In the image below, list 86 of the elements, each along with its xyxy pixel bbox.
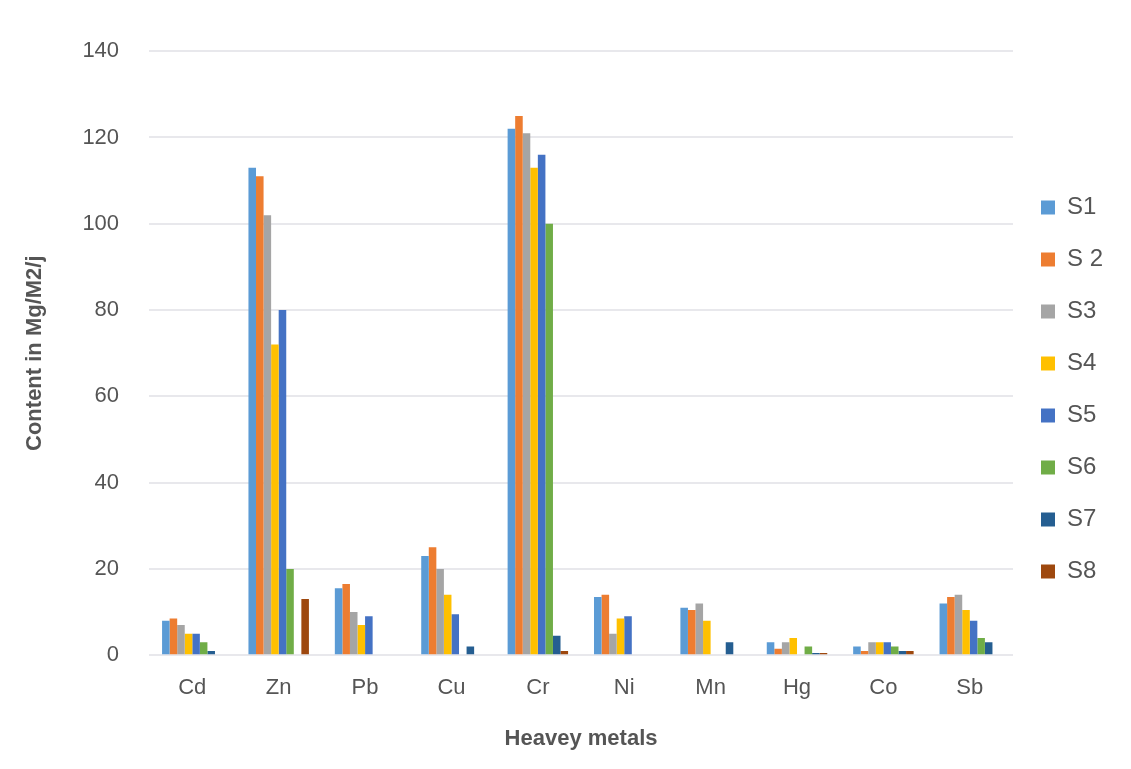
legend-label: S3 [1066,296,1097,324]
bar [947,596,955,655]
x-tick-label: Co [869,674,898,700]
y-axis-title: Content in Mg/M2/j [21,255,47,451]
y-tick-label: 140 [82,37,120,63]
y-tick-label: 40 [94,468,120,494]
y-tick-label: 80 [94,296,120,322]
bar [906,650,914,655]
bar [687,609,696,655]
bar [766,642,775,655]
bar [162,620,170,655]
bar [939,603,948,655]
legend-label: S1 [1066,192,1097,220]
legend-label: S5 [1066,400,1097,428]
legend-label: S6 [1066,452,1097,480]
bar [301,599,309,655]
bar [703,620,711,655]
bar [537,154,546,655]
y-tick-label: 100 [82,209,120,235]
bar [263,215,272,655]
bar [342,584,350,655]
bar [868,642,876,655]
x-tick-label: Mn [695,674,726,700]
x-tick-label: Cr [526,674,550,700]
bar [969,620,978,655]
bar [853,646,861,655]
bar [443,594,452,655]
bar [357,625,366,655]
bar [609,633,617,655]
x-tick-label: Cd [178,674,207,700]
bar [256,176,264,655]
legend-label: S4 [1066,348,1097,376]
bar [365,616,373,655]
x-tick-label: Sb [956,674,984,700]
bar [624,616,632,655]
bar [890,646,899,655]
bar [530,167,538,655]
bar [616,618,625,655]
bar [781,642,790,655]
x-tick-label: Ni [613,674,635,700]
bar [522,133,531,655]
bar [177,625,185,655]
y-tick-label: 20 [94,554,120,580]
legend-label: S 2 [1066,244,1104,272]
legend-label: S7 [1066,504,1097,532]
bar [192,633,200,655]
bar [428,547,437,655]
bar [286,568,294,655]
x-tick-label: Cu [437,674,466,700]
legend-label: S8 [1066,556,1097,584]
bar [789,637,798,655]
y-tick-label: 120 [82,123,120,149]
bar [601,594,610,655]
bar [545,223,553,655]
bar [169,618,178,655]
bar [184,633,193,655]
bar [977,637,985,655]
bar [349,612,358,655]
bar [594,596,602,655]
y-tick-label: 60 [94,382,120,408]
x-tick-label: Pb [351,674,379,700]
bar [954,594,963,655]
y-tick-label: 0 [106,641,120,667]
bar [436,568,444,655]
x-tick-label: Zn [265,674,292,700]
bar [334,588,343,655]
bar [962,609,970,655]
bar [199,642,208,655]
bar [552,635,561,655]
bar [507,128,516,655]
bar [774,648,782,655]
bar [278,310,287,655]
bar [725,642,734,655]
bar [984,642,993,655]
bar [248,167,257,655]
x-tick-label: Hg [782,674,812,700]
bar [207,650,215,655]
bar [451,614,460,655]
bar [883,642,891,655]
bar [875,642,884,655]
bar [421,555,429,655]
bar [271,344,279,655]
bar [515,115,523,655]
bar [695,603,704,655]
bar [680,607,688,655]
x-axis-title: Heavey metals [504,724,658,750]
